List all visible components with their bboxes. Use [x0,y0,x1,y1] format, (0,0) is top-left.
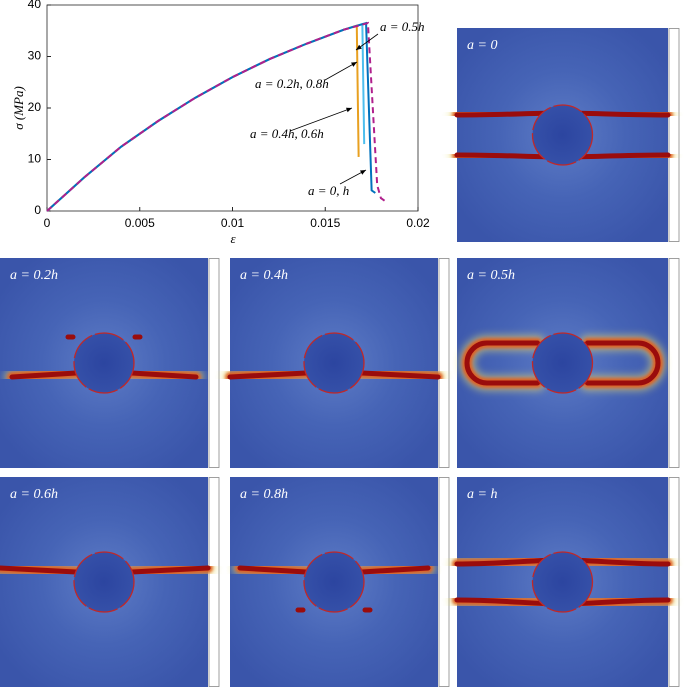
crack [9,370,79,380]
panel-label: a = 0.5h [467,268,515,283]
hole [531,332,594,394]
curve [46,21,386,212]
hole [531,551,594,613]
crack [237,565,309,575]
panel-label: a = 0.2h [10,268,58,283]
field-panel: a = h [449,477,680,687]
curve-label: a = 0, h [308,183,349,198]
x-tick-label: 0.01 [221,216,245,230]
crack [359,370,441,380]
annotation-arrow [289,107,353,132]
y-tick-label: 10 [28,152,42,166]
curve-label: a = 0.5h [380,19,425,34]
colorbar-strip [668,258,680,468]
crack [129,565,211,575]
y-tick-label: 40 [28,0,42,11]
x-axis-label: ε [230,231,236,246]
annotation-arrow [324,61,358,81]
colorbar-strip [438,477,450,687]
crack [585,340,661,386]
curve-label: a = 0.4h, 0.6h [250,126,324,141]
field-panel: a = 0.8h [230,477,450,687]
crack [227,370,309,380]
panel-label: a = 0.8h [240,487,288,502]
curve-label: a = 0.2h, 0.8h [255,76,329,91]
colorbar-strip [438,258,450,468]
hole [531,104,594,166]
field-panel: a = 0.6h [0,477,220,687]
x-tick-label: 0.02 [406,216,430,230]
colorbar-strip [208,477,220,687]
crack [464,340,540,386]
colorbar-strip [668,477,680,687]
crack [129,370,199,380]
y-tick-label: 20 [28,100,42,114]
y-tick-label: 0 [34,203,41,217]
x-tick-label: 0.015 [310,216,340,230]
panel-label: a = 0 [467,38,497,53]
field-panel: a = 0.2h [0,258,220,468]
field-panel: a = 0 [449,28,680,242]
panel-label: a = 0.6h [10,487,58,502]
annotation-arrow [339,169,367,185]
x-tick-label: 0.005 [125,216,155,230]
y-axis-label: σ (MPa) [11,86,26,130]
hole [73,551,135,613]
colorbar-strip [668,28,680,242]
panel-label: a = 0.4h [240,268,288,283]
crack [0,565,79,575]
y-tick-label: 30 [28,49,42,63]
hole [303,332,365,394]
annotation-arrow [355,33,379,51]
crack [359,565,431,575]
field-panel: a = 0.4h [222,258,450,468]
field-panel: a = 0.5h [457,258,680,468]
hole [73,332,135,394]
x-tick-label: 0 [44,216,51,230]
colorbar-strip [208,258,220,468]
hole [303,551,365,613]
panel-label: a = h [467,487,497,502]
